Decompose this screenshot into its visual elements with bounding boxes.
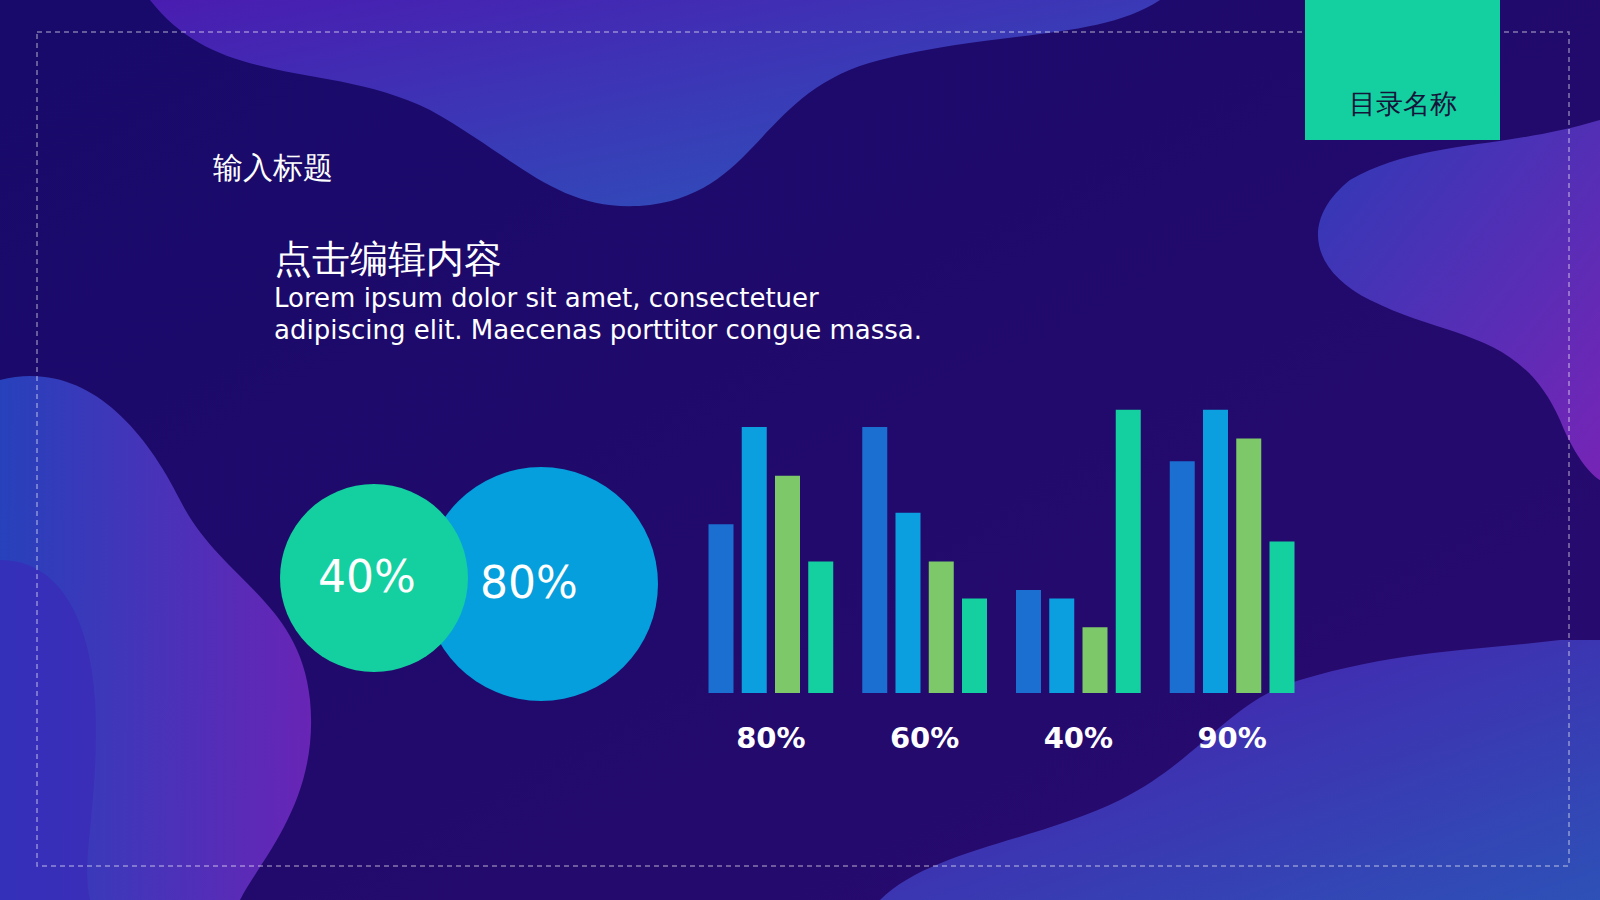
html-text:目录名称: 目录名称 — [1348, 88, 1457, 119]
html-text:Lorem ipsum dolor sit amet, co: Lorem ipsum dolor sit amet, consectetuer — [274, 283, 819, 313]
html-text:点击编辑内容: 点击编辑内容 — [274, 237, 502, 281]
html-text:adipiscing elit. Maecenas port: adipiscing elit. Maecenas porttitor cong… — [274, 315, 922, 345]
svg-text:80%: 80% — [736, 721, 805, 755]
html-text:输入标题: 输入标题 — [213, 150, 333, 185]
svg-text:90%: 90% — [1197, 721, 1266, 755]
svg-text:40%: 40% — [1044, 721, 1113, 755]
svg-text:40%: 40% — [318, 551, 416, 602]
svg-text:80%: 80% — [480, 557, 578, 608]
svg-text:60%: 60% — [890, 721, 959, 755]
